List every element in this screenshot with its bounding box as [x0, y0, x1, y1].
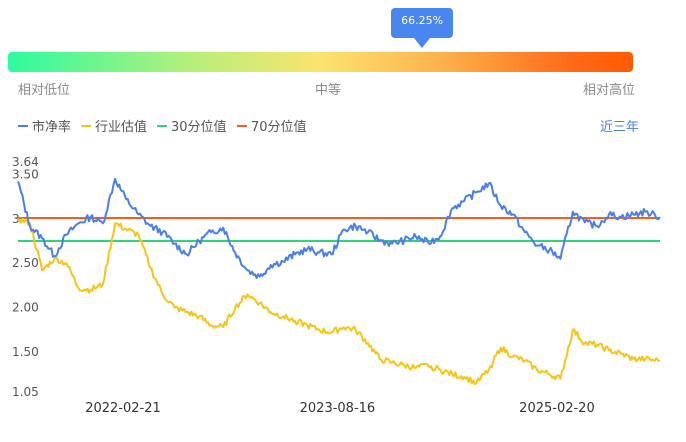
- legend-swatch-industry: [81, 124, 91, 127]
- series-line-pb: [17, 177, 661, 279]
- legend-item-industry[interactable]: 行业估值: [81, 116, 147, 135]
- legend-label-p70: 70分位值: [251, 120, 307, 135]
- legend-swatch-p70: [237, 124, 247, 127]
- x-axis: 2022-02-21 2023-08-16 2025-02-20: [85, 401, 595, 416]
- series-lines: [17, 177, 661, 386]
- y-tick-label: 1.50: [12, 345, 39, 359]
- x-tick-label: 2022-02-21: [85, 401, 161, 416]
- range-selector-link[interactable]: 近三年: [600, 120, 640, 135]
- y-tick-label: 1.05: [12, 385, 39, 399]
- tooltip-arrow-icon: [414, 38, 431, 48]
- gauge-high-label: 相对高位: [583, 83, 636, 98]
- y-tick-label: 3.64: [12, 155, 39, 169]
- legend-item-p70[interactable]: 70分位值: [237, 116, 307, 135]
- gauge-low-label: 相对低位: [18, 83, 71, 98]
- y-tick-label: 3: [12, 212, 20, 226]
- legend-label-pb: 市净率: [32, 120, 72, 135]
- percentile-gauge-bar: [8, 52, 633, 72]
- y-axis: 1.05 1.50 2.00 2.50 3 3.503.64: [12, 155, 39, 399]
- legend-label-industry: 行业估值: [95, 120, 148, 135]
- y-tick-label: 2.00: [12, 301, 39, 315]
- series-line-industry: [17, 217, 661, 386]
- legend-swatch-p30: [157, 124, 167, 127]
- y-tick-label: 3.50: [12, 167, 39, 181]
- legend-item-pb[interactable]: 市净率: [18, 116, 71, 135]
- x-tick-label: 2023-08-16: [300, 401, 376, 416]
- chart-legend: 市净率 行业估值 30分位值 70分位值: [0, 116, 686, 136]
- y-tick-label: 2.50: [12, 256, 39, 270]
- percentile-value: 66.25%: [401, 14, 444, 27]
- legend-item-p30[interactable]: 30分位值: [157, 116, 227, 135]
- legend-label-p30: 30分位值: [171, 120, 227, 135]
- x-tick-label: 2025-02-20: [519, 401, 595, 416]
- gauge-mid-label: 中等: [315, 83, 342, 98]
- percentile-tooltip: 66.25%: [391, 8, 454, 38]
- legend-swatch-pb: [18, 124, 28, 127]
